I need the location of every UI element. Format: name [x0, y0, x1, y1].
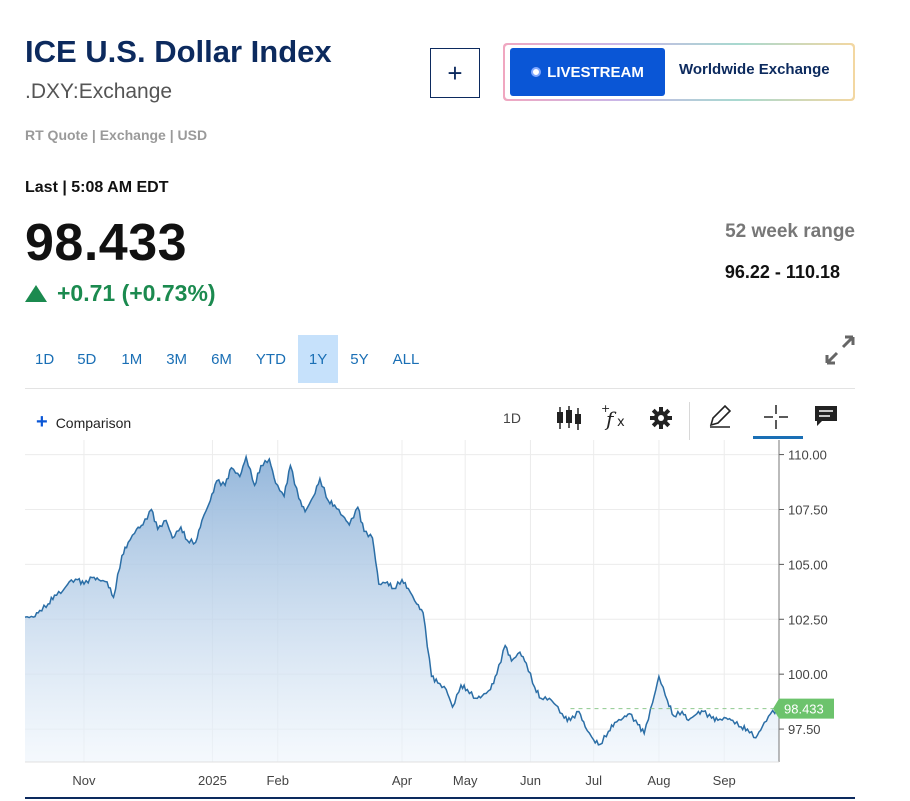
tab-3m[interactable]: 3M — [166, 350, 188, 368]
comment-icon[interactable] — [813, 404, 839, 428]
comparison-button[interactable]: + Comparison — [36, 411, 131, 434]
crosshair-icon[interactable] — [763, 404, 789, 430]
function-icon[interactable]: + f x — [600, 402, 630, 432]
last-price-badge-label: 98.433 — [784, 702, 824, 717]
tab-1m[interactable]: 1M — [121, 350, 143, 368]
live-dot-icon — [531, 67, 542, 77]
x-tick-label: Feb — [267, 773, 289, 788]
week-range-label: 52 week range — [725, 221, 855, 242]
add-to-watchlist-button[interactable]: + — [430, 48, 480, 98]
price-change-value: +0.71 (+0.73%) — [57, 280, 216, 306]
pencil-icon[interactable] — [707, 403, 733, 429]
livestream-button[interactable]: LIVESTREAM — [510, 48, 665, 96]
chart-series-line — [24, 453, 780, 746]
expand-icon[interactable] — [823, 333, 857, 367]
quote-info: RT Quote | Exchange | USD — [25, 127, 208, 143]
symbol-label: .DXY:Exchange — [25, 80, 173, 103]
tab-6m[interactable]: 6M — [211, 350, 232, 368]
y-tick-label: 100.00 — [788, 667, 828, 682]
x-tick-label: Jun — [520, 773, 541, 788]
y-tick-label: 97.50 — [788, 722, 821, 737]
page-title: ICE U.S. Dollar Index — [25, 34, 332, 69]
chart-bottom-border — [25, 797, 855, 799]
range-tabs: 1D 5D 1M 3M 6M YTD 1Y 5Y ALL — [25, 335, 431, 383]
exchange-link[interactable]: Worldwide Exchange — [679, 61, 830, 78]
x-tick-label: Sep — [713, 773, 736, 788]
chart-area-fill — [25, 456, 779, 762]
candlestick-icon[interactable] — [555, 404, 583, 432]
y-tick-label: 107.50 — [788, 502, 828, 517]
price-chart[interactable]: 110.00 107.50 105.00 102.50 100.00 97.50 Nov 2… — [0, 440, 910, 797]
x-tick-label: Nov — [72, 773, 96, 788]
price-change: +0.71 (+0.73%) — [25, 280, 216, 307]
x-tick-label: 2025 — [198, 773, 227, 788]
active-tool-indicator — [753, 436, 803, 439]
livestream-banner[interactable]: LIVESTREAM Worldwide Exchange — [503, 43, 855, 101]
svg-text:f: f — [604, 407, 617, 431]
toolbar-separator — [689, 402, 690, 440]
y-tick-label: 110.00 — [788, 448, 827, 463]
up-arrow-icon — [25, 285, 47, 302]
svg-text:+: + — [601, 402, 610, 415]
last-updated: Last | 5:08 AM EDT — [25, 179, 169, 196]
svg-text:x: x — [617, 415, 625, 430]
y-tick-label: 102.50 — [788, 612, 828, 627]
x-tick-label: May — [453, 773, 478, 788]
comparison-label: Comparison — [55, 414, 132, 431]
tab-5y[interactable]: 5Y — [350, 350, 369, 368]
last-price: 98.433 — [25, 214, 188, 272]
x-tick-label: Aug — [647, 773, 670, 788]
x-tick-label: Jul — [585, 773, 602, 788]
interval-selector[interactable]: 1D — [503, 410, 521, 426]
tab-all[interactable]: ALL — [392, 350, 420, 368]
tab-1d[interactable]: 1D — [35, 350, 55, 368]
tab-divider — [25, 388, 855, 389]
tab-5d[interactable]: 5D — [77, 350, 97, 368]
gear-icon[interactable] — [649, 406, 673, 430]
last-price-badge: 98.433 — [773, 698, 834, 719]
y-tick-label: 105.00 — [788, 557, 828, 572]
plus-icon: + — [36, 411, 48, 433]
livestream-label: LIVESTREAM — [547, 63, 644, 81]
last-price-badge-shape — [773, 698, 834, 719]
x-axis: Nov 2025 Feb Apr May Jun Jul Aug Sep — [25, 761, 779, 788]
tab-ytd[interactable]: YTD — [255, 350, 286, 368]
x-tick-label: Apr — [392, 773, 413, 788]
week-range-value: 96.22 - 110.18 — [724, 262, 840, 282]
tab-1y[interactable]: 1Y — [297, 335, 339, 383]
